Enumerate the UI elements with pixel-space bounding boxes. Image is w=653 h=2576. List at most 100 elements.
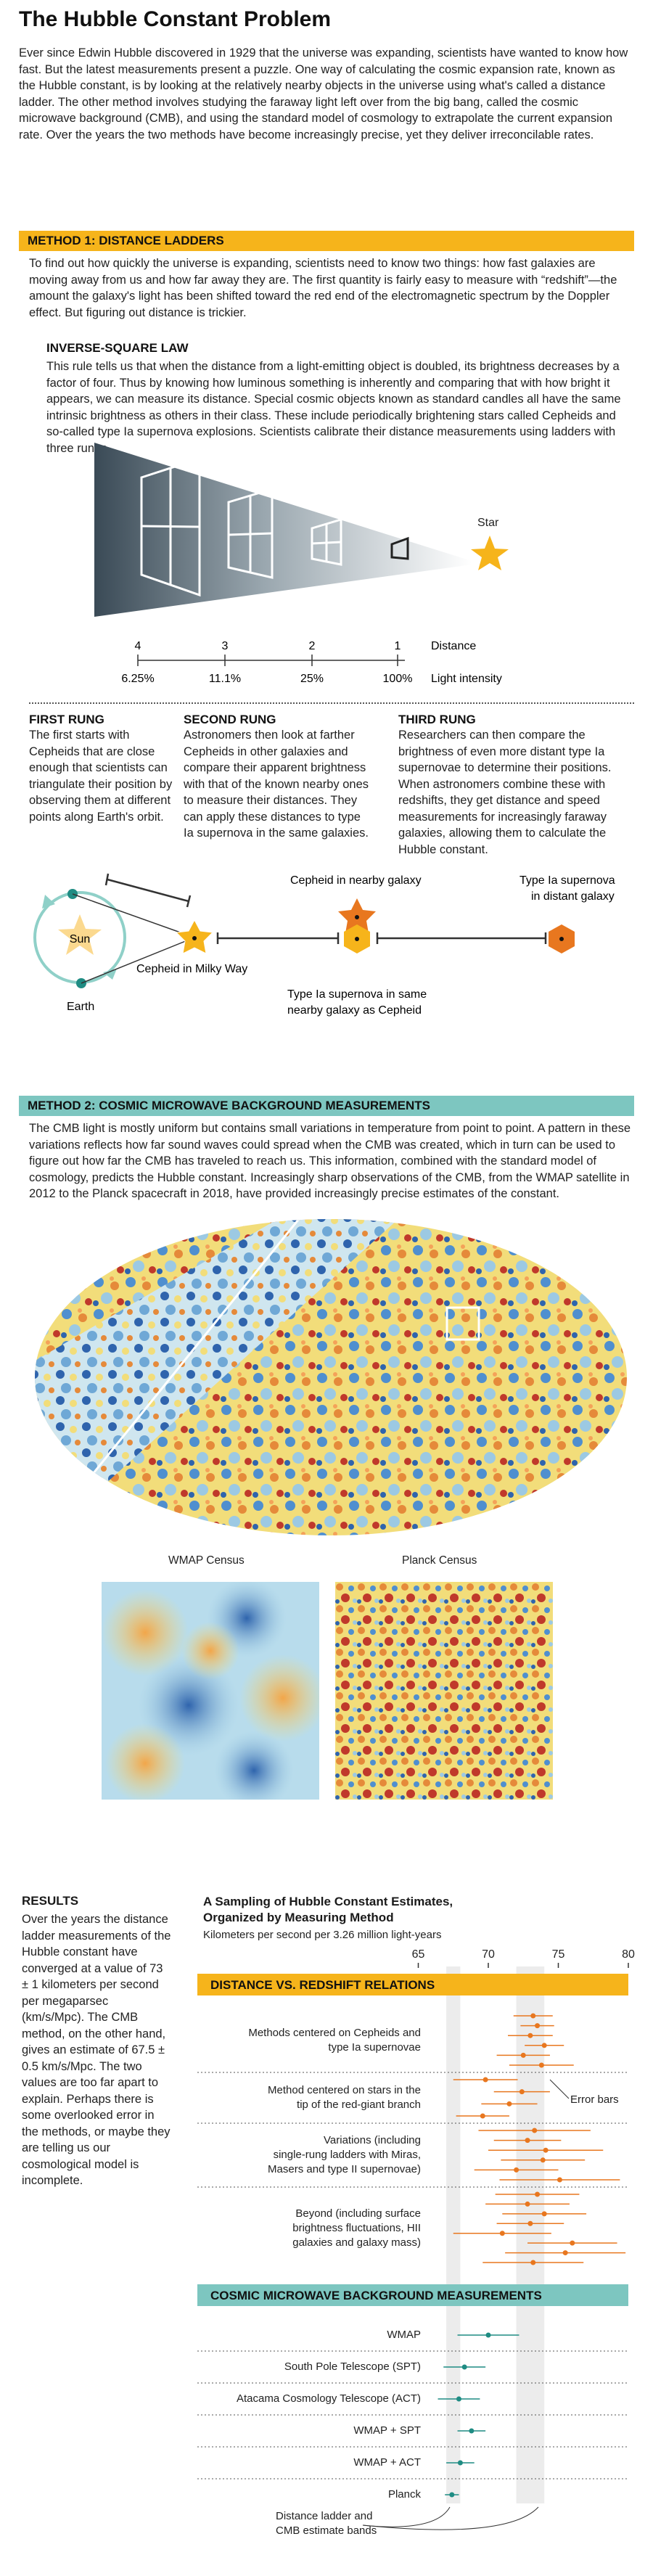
x-tick-label: 65 [412, 1948, 425, 1961]
rung-title: SECOND RUNG [184, 713, 276, 726]
section-header-bar [197, 1974, 628, 1995]
first-rung: FIRST RUNG The first starts with Cepheid… [29, 713, 174, 825]
data-point [532, 2128, 538, 2133]
grid-panel-distance-2 [311, 517, 342, 566]
wmap-map-region [35, 1219, 406, 1535]
data-point [540, 2157, 546, 2163]
group-label: Method centered on stars in the [268, 2084, 421, 2096]
distance-tick: 2 [309, 640, 316, 652]
group-label: Beyond (including surface [295, 2207, 421, 2220]
rung-title: THIRD RUNG [398, 713, 476, 726]
method1-text: To find out how quickly the universe is … [29, 257, 617, 319]
second-rung: SECOND RUNG Astronomers then look at far… [184, 713, 374, 842]
intensity-tick: 11.1% [209, 673, 241, 685]
distance-tick: 4 [135, 640, 141, 652]
data-point [520, 2052, 526, 2058]
data-point [535, 2023, 541, 2029]
x-tick-label: 80 [622, 1948, 635, 1961]
data-point [538, 2062, 544, 2068]
star-icon [471, 536, 509, 570]
results-text: Over the years the distance ladder measu… [22, 1913, 171, 2187]
planck-census-label: Planck Census [402, 1554, 477, 1567]
group-label: Masers and type II supernovae) [268, 2163, 421, 2175]
isl-title: INVERSE-SQUARE LAW [46, 341, 189, 355]
method1-header-bar: METHOD 1: DISTANCE LADDERS [19, 231, 634, 251]
intensity-axis-label: Light intensity [431, 673, 502, 685]
data-point [530, 2013, 536, 2019]
data-point [525, 2201, 530, 2207]
distance-axis-label: Distance [431, 640, 476, 652]
parallax-line [81, 937, 195, 984]
data-point [519, 2089, 525, 2095]
grid-panel-distance-1 [390, 536, 409, 560]
method1-title: METHOD 1: DISTANCE LADDERS [28, 234, 224, 247]
rung-text: The first starts with Cepheids that are … [29, 729, 173, 824]
annotation-leader [549, 2079, 570, 2099]
cmb-sky-map [35, 1219, 627, 1535]
data-point [541, 2043, 547, 2048]
distance-ladder-diagram: Sun Earth Cepheid in Milky Way Cepheid i… [33, 873, 615, 1017]
planck-census-image [335, 1582, 553, 1800]
sn-distant-label-line2: in distant galaxy [531, 890, 615, 903]
sn-same-label-line1: Type Ia supernova in same [287, 988, 427, 1001]
wmap-census-label: WMAP Census [168, 1554, 245, 1567]
data-point [499, 2231, 505, 2236]
intensity-tick: 100% [383, 673, 413, 685]
isl-text: This rule tells us that when the distanc… [46, 360, 621, 455]
results-title: RESULTS [22, 1894, 79, 1908]
group-label: WMAP [387, 2329, 421, 2341]
group-label: Atacama Cosmology Telescope (ACT) [237, 2392, 421, 2405]
group-label: galaxies and galaxy mass) [292, 2236, 421, 2249]
data-point [506, 2101, 512, 2107]
grid-panel-distance-4 [140, 456, 201, 597]
sn-distant-label-line1: Type Ia supernova [519, 874, 615, 887]
group-label: Methods centered on Cepheids and [248, 2027, 421, 2039]
data-point [485, 2332, 491, 2338]
group-label: Planck [388, 2488, 422, 2501]
group-label: WMAP + ACT [353, 2456, 421, 2469]
data-point [480, 2113, 485, 2119]
orbit-arrow-icon [103, 969, 117, 980]
method2-title: METHOD 2: COSMIC MICROWAVE BACKGROUND ME… [28, 1099, 431, 1112]
cepheid-nearby-label: Cepheid in nearby galaxy [290, 874, 422, 887]
data-point [535, 2191, 541, 2197]
data-point [457, 2460, 463, 2466]
estimate-band [446, 1966, 461, 2503]
data-point [482, 2077, 488, 2083]
rung-title: FIRST RUNG [29, 713, 104, 726]
distance-tick: 1 [395, 640, 401, 652]
intensity-tick: 6.25% [121, 673, 154, 685]
bands-annotation: CMB estimate bands [276, 2524, 377, 2537]
rung-text: Researchers can then compare the brightn… [398, 729, 612, 856]
grid-panel-distance-3 [227, 487, 274, 579]
group-label: brightness fluctuations, HII [292, 2222, 421, 2234]
earth-label: Earth [67, 1001, 94, 1013]
annotation-leader [362, 2506, 539, 2530]
chart-title: A Sampling of Hubble Constant Estimates,… [203, 1895, 453, 1924]
method2-text: The CMB light is mostly uniform but cont… [29, 1122, 631, 1200]
data-point [525, 2138, 530, 2144]
light-cone [94, 443, 472, 617]
third-rung: THIRD RUNG Researchers can then compare … [398, 713, 631, 858]
section-divider [29, 702, 634, 704]
data-point [527, 2033, 533, 2038]
section-title: DISTANCE VS. REDSHIFT RELATIONS [210, 1978, 435, 1992]
section-header-bar [197, 2284, 628, 2306]
orbit-arrow-icon [42, 895, 55, 908]
section-title: COSMIC MICROWAVE BACKGROUND MEASUREMENTS [210, 2289, 542, 2302]
group-label: tip of the red-giant branch [297, 2099, 421, 2111]
data-point [570, 2240, 575, 2246]
intensity-tick: 25% [300, 673, 324, 685]
group-label: Variations (including [324, 2134, 421, 2146]
data-point [557, 2177, 562, 2183]
sn-same-label-line2: nearby galaxy as Cepheid [287, 1004, 422, 1017]
data-point [530, 2260, 536, 2265]
method2-header-bar: METHOD 2: COSMIC MICROWAVE BACKGROUND ME… [19, 1096, 634, 1116]
x-tick-label: 75 [552, 1948, 565, 1961]
estimate-band [516, 1966, 545, 2503]
error-bars-annotation: Error bars [570, 2093, 619, 2106]
chart-subtitle: Kilometers per second per 3.26 million l… [203, 1929, 442, 1941]
intro-paragraph: Ever since Edwin Hubble discovered in 19… [19, 46, 628, 141]
rung-text: Astronomers then look at farther Cepheid… [184, 729, 369, 840]
